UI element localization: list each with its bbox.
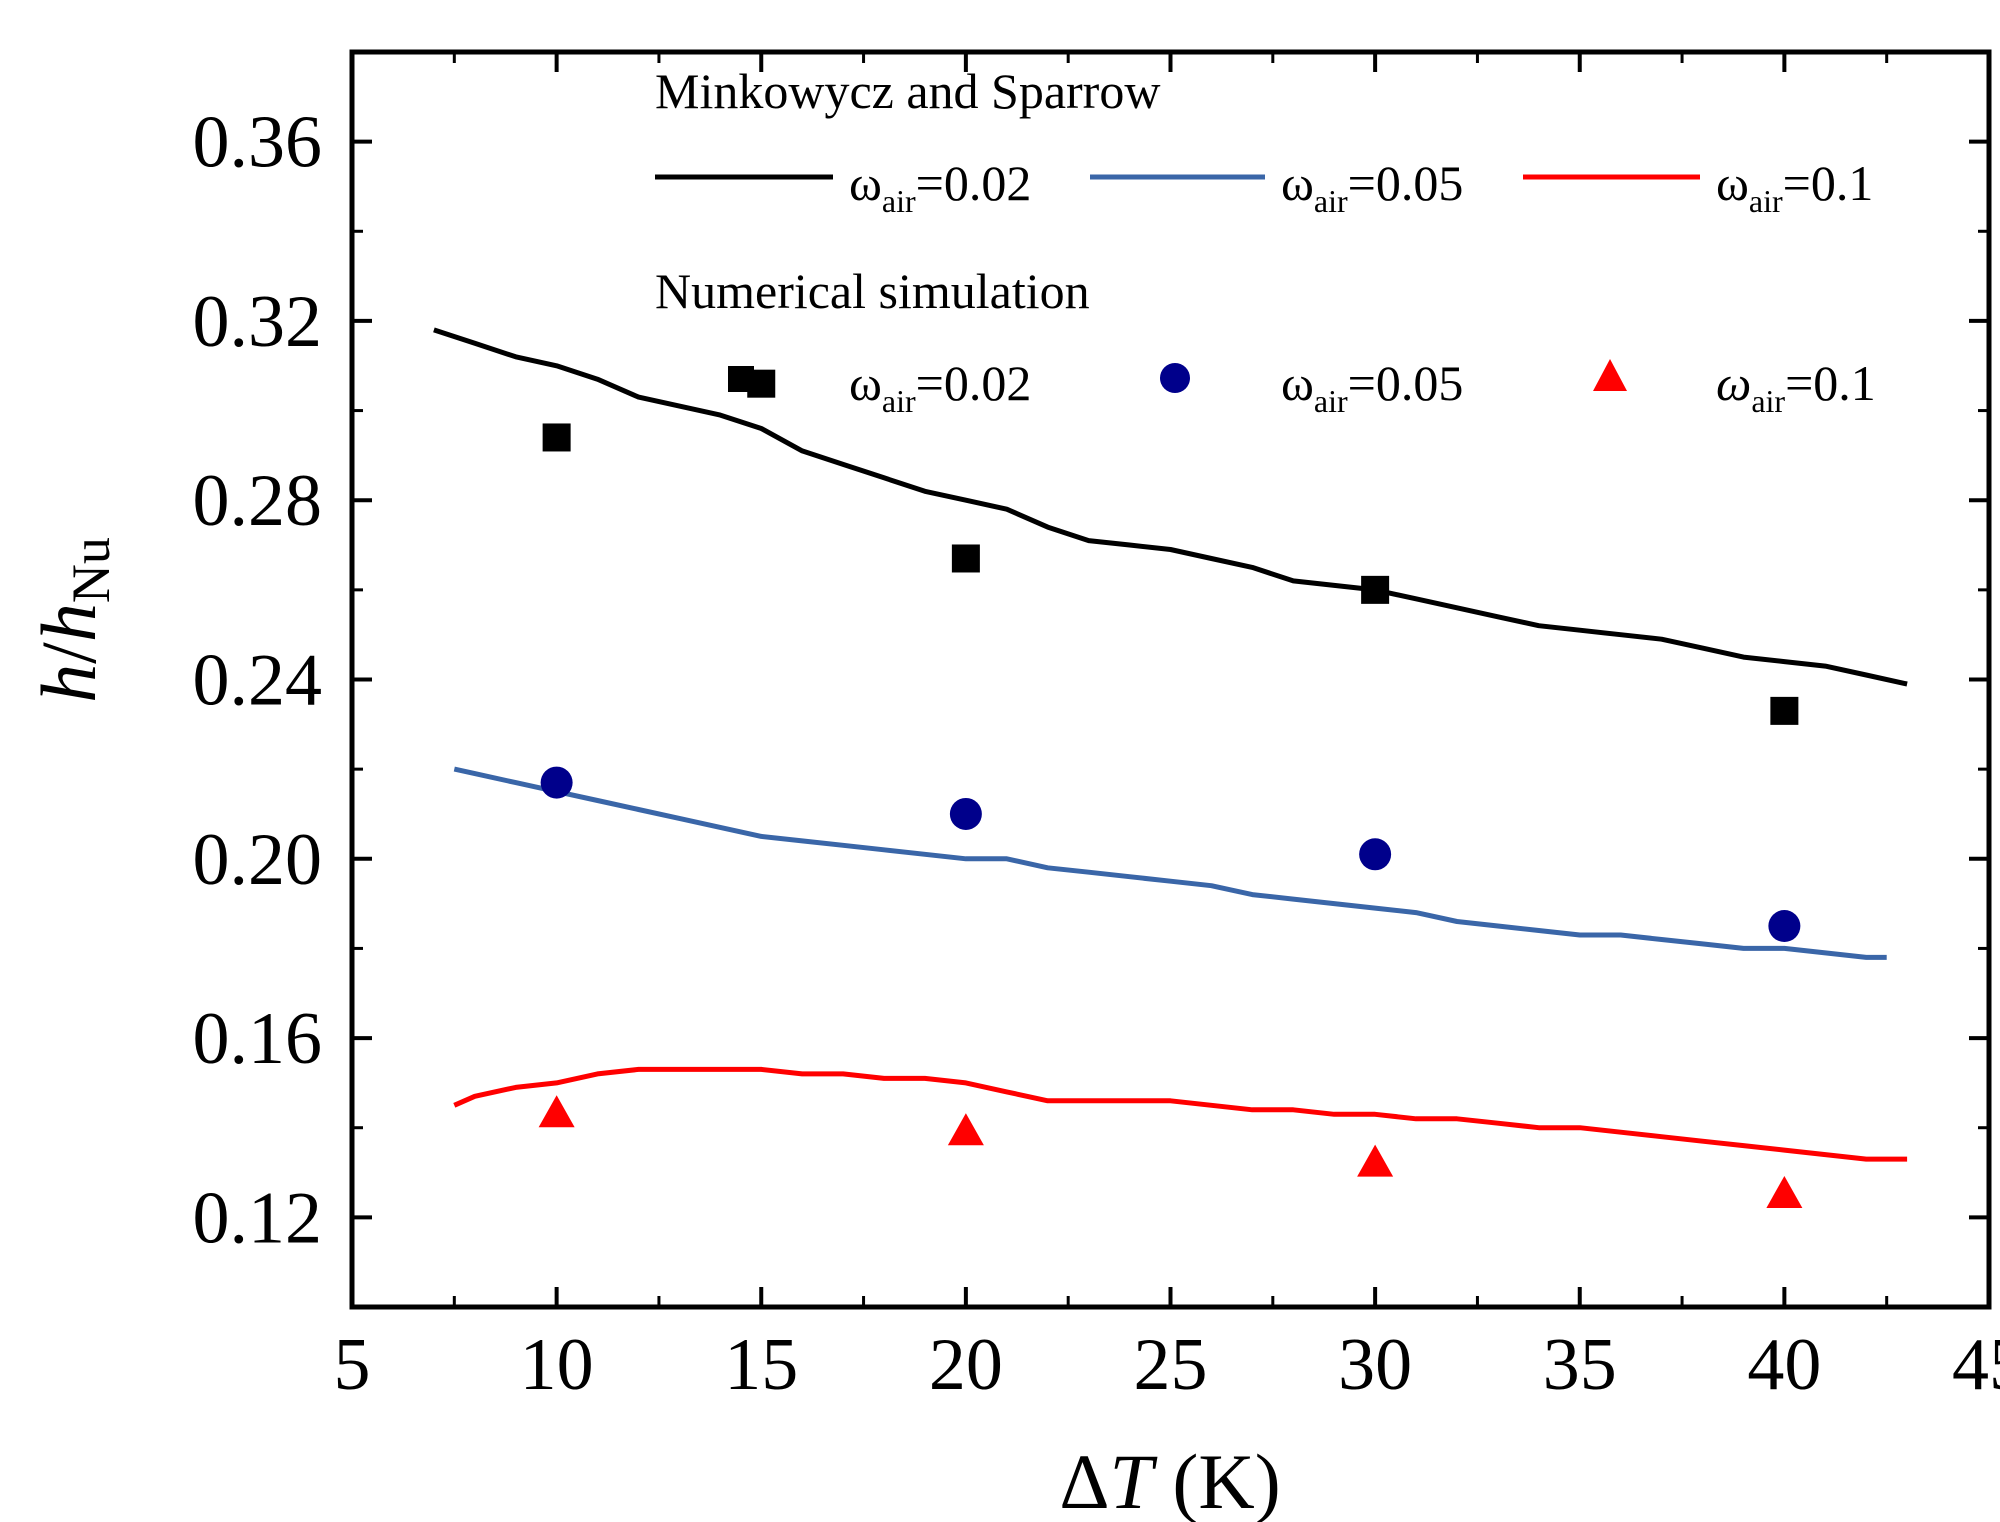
legend-omega: ω xyxy=(1716,155,1749,211)
markers-layer xyxy=(538,369,1803,1208)
y-tick-label: 0.28 xyxy=(193,460,323,542)
data-point-square xyxy=(542,423,571,452)
legend-air-sub: air xyxy=(1314,183,1348,219)
data-point-square xyxy=(1770,696,1799,725)
data-point-circle xyxy=(1768,910,1801,943)
legend-air-sub: air xyxy=(1749,183,1783,219)
x-axis-delta: Δ xyxy=(1059,1438,1109,1522)
x-tick-label: 40 xyxy=(1747,1324,1821,1406)
legend-group1-title: Minkowycz and Sparrow xyxy=(655,63,1160,119)
plot-frame xyxy=(349,49,1992,1310)
legend-omega: ω xyxy=(1281,355,1314,411)
y-axis-den-sub: Nu xyxy=(61,537,121,603)
legend-marker-square xyxy=(728,366,754,392)
data-point-triangle xyxy=(1357,1144,1394,1177)
data-point-triangle xyxy=(1766,1175,1803,1208)
legend-air-sub: air xyxy=(882,383,916,419)
legend-eq: =0.1 xyxy=(1783,155,1874,211)
data-point-square xyxy=(951,544,980,573)
legend: Minkowycz and Sparrow ωair=0.02 ωair=0.0… xyxy=(655,63,1876,419)
x-axis-unit: (K) xyxy=(1153,1438,1281,1522)
x-tick-label: 10 xyxy=(520,1324,594,1406)
data-point-circle xyxy=(540,766,573,799)
data-point-circle xyxy=(1359,838,1392,871)
legend-marker-label-0.1: ωair=0.1 xyxy=(1716,355,1876,419)
x-tick-label: 25 xyxy=(1134,1324,1208,1406)
x-tick-label: 45 xyxy=(1952,1324,2000,1406)
data-point-circle xyxy=(949,797,982,830)
legend-omega: ω xyxy=(849,155,882,211)
y-tick-label: 0.24 xyxy=(193,640,323,722)
legend-marker-label-0.05: ωair=0.05 xyxy=(1281,355,1463,419)
line-series-0 xyxy=(433,327,1908,687)
y-axis-den: h xyxy=(25,603,112,642)
legend-omega: ω xyxy=(1281,155,1314,211)
x-tick-label: 35 xyxy=(1543,1324,1617,1406)
y-tick-label: 0.16 xyxy=(193,998,323,1080)
y-axis-slash: / xyxy=(25,642,112,664)
y-tick-label: 0.20 xyxy=(193,819,323,901)
legend-eq: =0.05 xyxy=(1348,155,1464,211)
legend-line-label-0.05: ωair=0.05 xyxy=(1281,155,1463,219)
data-point-square xyxy=(1361,575,1390,604)
y-tick-label: 0.12 xyxy=(193,1177,323,1259)
line-series-2 xyxy=(453,1066,1908,1162)
legend-group2-title: Numerical simulation xyxy=(655,263,1090,319)
legend-eq: =0.02 xyxy=(916,155,1032,211)
legend-line-label-0.1: ωair=0.1 xyxy=(1716,155,1873,219)
legend-marker-label-0.02: ωair=0.02 xyxy=(849,355,1031,419)
y-axis-num: h xyxy=(25,664,112,703)
ticks-layer xyxy=(352,52,1989,1307)
x-tick-label: 30 xyxy=(1338,1324,1412,1406)
line-series-1 xyxy=(453,766,1887,960)
legend-omega: ω xyxy=(849,355,882,411)
tick-labels-layer: 5 10 15 20 25 30 35 40 45 0.12 0.16 0.20 0.24 0.28 0.3… xyxy=(193,102,2000,1406)
legend-marker-circle xyxy=(1160,363,1190,393)
x-tick-label: 5 xyxy=(334,1324,371,1406)
y-tick-label: 0.32 xyxy=(193,281,323,363)
legend-line-label-0.02: ωair=0.02 xyxy=(849,155,1031,219)
legend-air-sub: air xyxy=(882,183,916,219)
legend-air-sub: air xyxy=(1751,383,1785,419)
x-tick-label: 15 xyxy=(724,1324,798,1406)
x-axis-var: T xyxy=(1110,1438,1158,1522)
lines-layer xyxy=(433,327,1908,1162)
data-point-triangle xyxy=(538,1095,575,1128)
x-axis-title: ΔT (K) xyxy=(1059,1438,1280,1522)
legend-eq: =0.05 xyxy=(1348,355,1464,411)
legend-eq: =0.02 xyxy=(916,355,1032,411)
legend-air-sub: air xyxy=(1314,383,1348,419)
x-tick-label: 20 xyxy=(929,1324,1003,1406)
y-axis-title: h/hNu xyxy=(25,537,121,703)
legend-marker-triangle xyxy=(1593,359,1627,391)
legend-omega: ω xyxy=(1716,355,1751,411)
y-tick-label: 0.36 xyxy=(193,102,323,184)
legend-eq: =0.1 xyxy=(1785,355,1876,411)
data-point-triangle xyxy=(947,1113,984,1146)
